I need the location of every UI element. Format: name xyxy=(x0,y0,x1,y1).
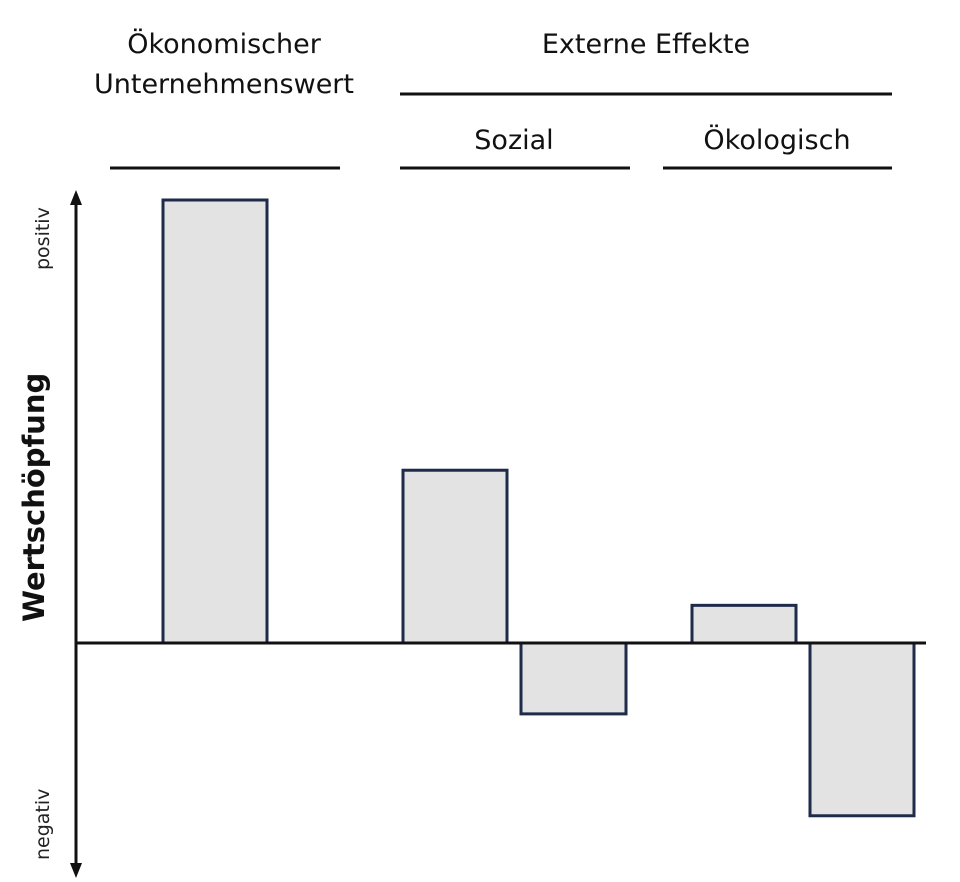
y-axis-arrow-down xyxy=(70,863,82,878)
header-external-effects: Externe Effekte xyxy=(542,29,750,60)
y-axis-title: Wertschöpfung xyxy=(17,373,51,622)
bars-group xyxy=(161,198,916,818)
bar-social-positive xyxy=(401,468,509,645)
bar-economic xyxy=(161,198,269,645)
bar-ecological-positive xyxy=(690,603,798,645)
header-economic-line2: Unternehmenswert xyxy=(94,69,354,100)
y-axis-arrow-up xyxy=(70,190,82,205)
bar-social-negative xyxy=(519,641,628,716)
y-negative-label: negativ xyxy=(32,789,54,860)
header-social: Sozial xyxy=(474,125,553,156)
header-economic-line1: Ökonomischer xyxy=(127,28,322,60)
header-ecological: Ökologisch xyxy=(703,124,850,156)
bar-ecological-negative xyxy=(808,641,916,818)
y-positive-label: positiv xyxy=(32,207,54,270)
